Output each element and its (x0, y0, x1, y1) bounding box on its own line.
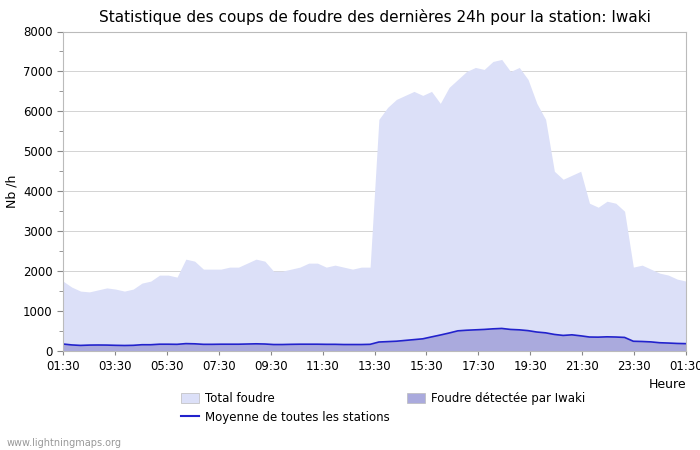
Moyenne de toutes les stations (463, 328, 471, 333)
Title: Statistique des coups de foudre des dernières 24h pour la station: Iwaki: Statistique des coups de foudre des dern… (99, 9, 650, 25)
Legend: Total foudre, Moyenne de toutes les stations, Foudre détectée par Iwaki: Total foudre, Moyenne de toutes les stat… (181, 392, 585, 424)
Moyenne de toutes les stations (498, 326, 506, 331)
Text: www.lightningmaps.org: www.lightningmaps.org (7, 438, 122, 448)
Moyenne de toutes les stations (682, 341, 690, 346)
Moyenne de toutes les stations (120, 343, 129, 348)
Moyenne de toutes les stations (419, 336, 427, 342)
Y-axis label: Nb /h: Nb /h (6, 175, 19, 208)
Moyenne de toutes les stations (647, 339, 655, 345)
Moyenne de toutes les stations (59, 341, 67, 346)
Moyenne de toutes les stations (278, 342, 286, 347)
Line: Moyenne de toutes les stations: Moyenne de toutes les stations (63, 328, 686, 346)
Moyenne de toutes les stations (489, 326, 497, 332)
Text: Heure: Heure (648, 378, 686, 391)
Moyenne de toutes les stations (155, 342, 164, 347)
